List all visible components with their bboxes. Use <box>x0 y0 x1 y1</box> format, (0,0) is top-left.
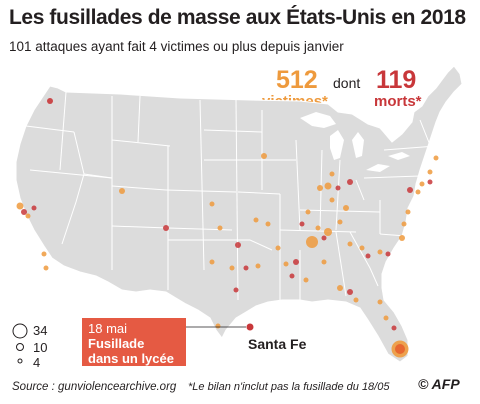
incident-marker <box>47 98 53 104</box>
incident-markers <box>16 98 439 358</box>
incident-marker <box>365 253 371 259</box>
legend-label-10: 10 <box>33 340 48 355</box>
deaths-label: morts* <box>374 93 422 110</box>
incident-marker <box>337 219 343 225</box>
incident-marker <box>353 297 359 303</box>
incident-marker <box>385 251 391 257</box>
incident-marker <box>419 181 425 187</box>
incident-marker <box>306 236 318 248</box>
incident-marker <box>401 221 407 227</box>
incident-marker <box>343 205 349 211</box>
incident-marker <box>43 265 49 271</box>
incident-marker <box>255 263 261 269</box>
incident-marker <box>31 205 37 211</box>
incident-marker <box>321 235 327 241</box>
incident-marker <box>217 225 223 231</box>
incident-marker <box>229 265 235 271</box>
incident-marker <box>347 179 353 185</box>
incident-marker <box>243 265 249 271</box>
incident-marker <box>299 221 305 227</box>
incident-marker <box>329 197 335 203</box>
incident-marker <box>329 171 335 177</box>
incident-marker <box>359 245 365 251</box>
incident-marker <box>315 225 321 231</box>
incident-marker <box>335 185 341 191</box>
incident-marker <box>21 209 27 215</box>
map-subtitle: 101 attaques ayant fait 4 victimes ou pl… <box>9 39 344 54</box>
callout-date: 18 mai <box>88 321 128 336</box>
map-title: Les fusillades de masse aux États-Unis e… <box>9 6 466 29</box>
city-label-santa-fe: Santa Fe <box>248 336 307 352</box>
incident-marker <box>209 259 215 265</box>
incident-marker <box>293 259 299 265</box>
stats-connector: dont <box>333 75 361 91</box>
incident-marker <box>399 235 405 241</box>
incident-marker <box>383 315 389 321</box>
callout-text-line1: Fusillade <box>88 336 145 351</box>
incident-marker <box>415 189 421 195</box>
incident-marker <box>163 225 169 231</box>
incident-marker <box>427 169 433 175</box>
incident-marker <box>391 325 397 331</box>
incident-marker <box>275 245 281 251</box>
incident-marker <box>337 285 343 291</box>
incident-marker <box>405 209 411 215</box>
incident-marker <box>233 287 239 293</box>
legend-circle-4 <box>17 358 23 364</box>
incident-marker <box>427 179 433 185</box>
incident-marker <box>253 217 259 223</box>
footnote: *Le bilan n'inclut pas la fusillade du 1… <box>188 381 390 393</box>
callout-text-line2: dans un lycée <box>88 351 174 366</box>
incident-marker <box>395 344 405 354</box>
incident-marker <box>317 185 323 191</box>
incident-marker <box>324 228 332 236</box>
incident-marker <box>324 182 332 190</box>
incident-marker <box>303 277 309 283</box>
legend-label-34: 34 <box>33 323 48 338</box>
incident-marker <box>347 289 353 295</box>
incident-marker <box>261 153 267 159</box>
incident-marker <box>265 221 271 227</box>
legend-circle-34 <box>12 323 28 339</box>
incident-marker <box>377 299 383 305</box>
us-landmass <box>15 65 463 363</box>
incident-marker <box>209 201 215 207</box>
afp-logo: © AFP <box>418 376 460 392</box>
incident-marker <box>289 273 295 279</box>
incident-marker <box>433 155 439 161</box>
incident-marker-santa-fe <box>246 323 254 331</box>
size-legend <box>12 323 28 364</box>
legend-circle-10 <box>16 343 24 351</box>
incident-marker <box>235 242 241 248</box>
deaths-count: 119 <box>376 66 417 94</box>
incident-marker <box>25 213 31 219</box>
source-note: Source : gunviolencearchive.org <box>12 381 177 393</box>
incident-marker <box>41 251 47 257</box>
great-lakes <box>300 112 410 172</box>
legend-label-4: 4 <box>33 355 41 370</box>
incident-marker <box>347 241 353 247</box>
incident-marker <box>377 249 383 255</box>
incident-marker <box>215 323 221 329</box>
incident-marker <box>16 202 24 210</box>
incident-marker <box>321 259 327 265</box>
incident-marker <box>407 187 413 193</box>
victims-count: 512 <box>276 66 318 94</box>
santa-fe-callout: 18 mai Fusillade dans un lycée <box>82 318 186 366</box>
incident-marker <box>305 209 311 215</box>
incident-marker <box>283 261 289 267</box>
incident-marker <box>119 188 125 194</box>
